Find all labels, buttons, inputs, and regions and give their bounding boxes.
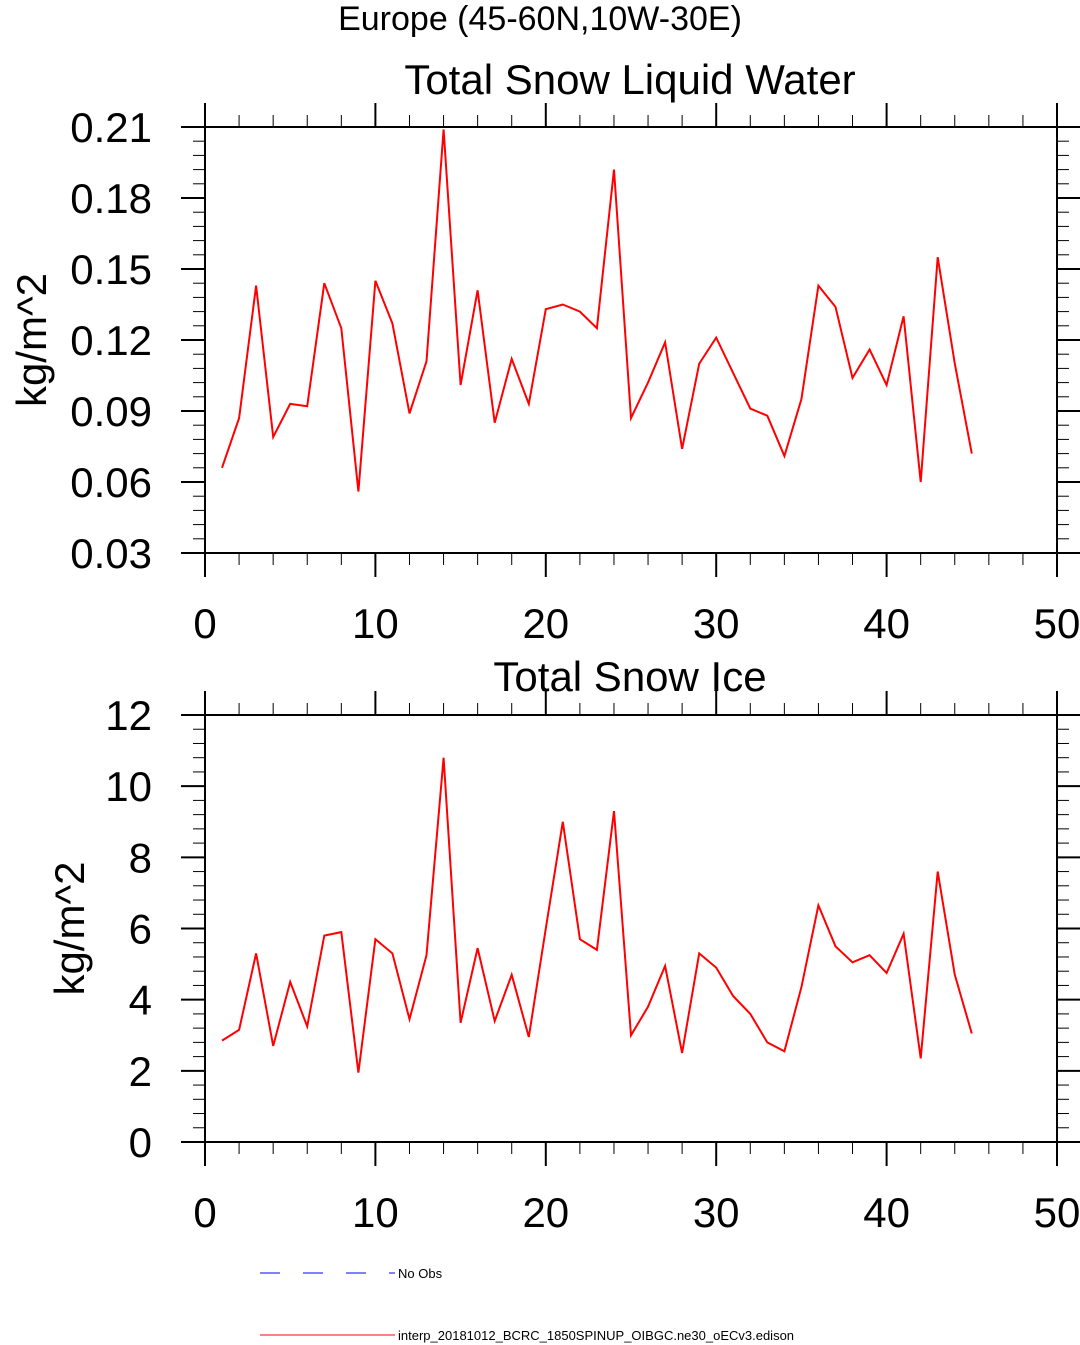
legend: No Obs interp_20181012_BCRC_1850SPINUP_O…: [260, 1266, 794, 1343]
region-title: Europe (45-60N,10W-30E): [338, 0, 742, 38]
y-tick-label: 0.18: [70, 175, 152, 222]
y-tick-label: 0.03: [70, 530, 152, 577]
series-line: [221, 757, 973, 1073]
plot-frame: [204, 714, 1058, 1143]
x-tick-label: 10: [352, 600, 399, 647]
y-tick-label: 0.21: [70, 104, 152, 151]
y-axis-label: kg/m^2: [46, 861, 93, 995]
y-tick-label: 2: [129, 1048, 152, 1095]
legend-label-no-obs: No Obs: [398, 1266, 443, 1281]
series-line: [221, 129, 973, 492]
panel-snow-ice: Total Snow Ice 0 10 20 30 40 50 0 2 4 6 8 10 12 kg/m^2: [46, 653, 1080, 1236]
x-tick-label: 20: [522, 600, 569, 647]
y-tick-label: 0.09: [70, 388, 152, 435]
x-tick-label: 40: [863, 1189, 910, 1236]
x-tick-label: 50: [1034, 1189, 1080, 1236]
y-tick-label: 0: [129, 1119, 152, 1166]
legend-label-model: interp_20181012_BCRC_1850SPINUP_OIBGC.ne…: [398, 1328, 794, 1343]
x-tick-label: 40: [863, 600, 910, 647]
y-tick-label: 0.15: [70, 246, 152, 293]
y-tick-label: 0.06: [70, 459, 152, 506]
chart-title: Total Snow Liquid Water: [404, 56, 855, 103]
y-tick-label: 6: [129, 906, 152, 953]
x-tick-label: 50: [1034, 600, 1080, 647]
x-tick-label: 20: [522, 1189, 569, 1236]
y-tick-label: 0.12: [70, 317, 152, 364]
x-tick-label: 10: [352, 1189, 399, 1236]
y-tick-label: 10: [105, 763, 152, 810]
x-tick-label: 0: [193, 1189, 216, 1236]
panel-snow-liquid-water: Total Snow Liquid Water 0 10 20 30 40 50 0.03 0.…: [8, 56, 1080, 647]
chart-title: Total Snow Ice: [493, 653, 766, 700]
plot-frame: [204, 126, 1058, 554]
x-tick-label: 30: [693, 1189, 740, 1236]
y-tick-label: 12: [105, 692, 152, 739]
y-tick-label: 8: [129, 834, 152, 881]
y-tick-label: 4: [129, 977, 152, 1024]
y-axis-label: kg/m^2: [8, 273, 55, 407]
x-tick-label: 30: [693, 600, 740, 647]
x-tick-label: 0: [193, 600, 216, 647]
